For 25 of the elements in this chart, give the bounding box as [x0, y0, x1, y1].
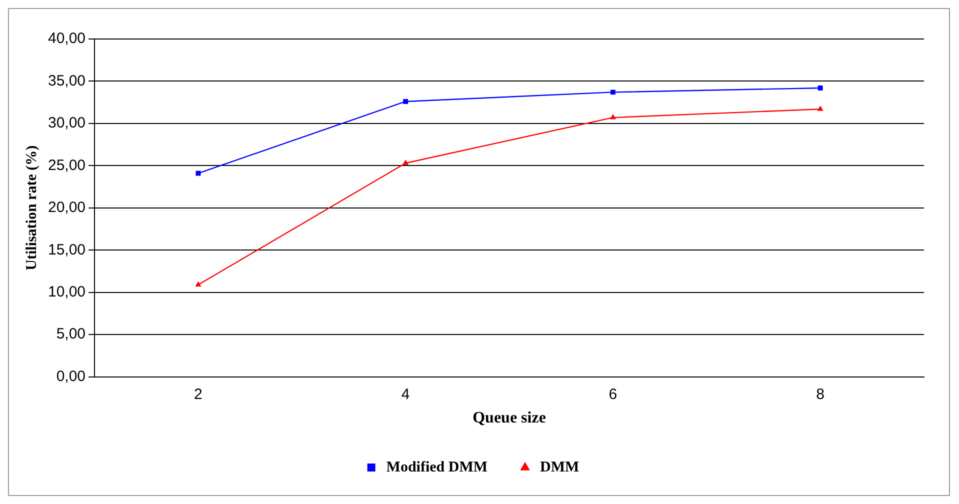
x-tick-label: 6: [608, 386, 618, 403]
y-axis-title: Utilisation rate (%): [24, 145, 40, 270]
legend-label: DMM: [540, 459, 580, 476]
y-tick-label: 10,00: [48, 283, 86, 300]
y-tick-label: 5,00: [56, 326, 86, 343]
point: [818, 86, 823, 90]
point: [817, 106, 824, 111]
y-tick-label: 40,00: [48, 30, 86, 48]
x-tick-label: 4: [401, 386, 410, 403]
y-tick-label: 0,00: [56, 368, 86, 385]
point: [403, 99, 408, 104]
x-axis-title: Queue size: [472, 410, 546, 427]
point: [195, 281, 202, 286]
y-tick-label: 35,00: [48, 72, 86, 90]
point: [402, 160, 409, 165]
x-tick-label: 2: [194, 386, 202, 403]
y-tick-label: 15,00: [48, 241, 86, 258]
legend-label: Modified DMM: [386, 459, 488, 476]
point: [610, 114, 616, 120]
x-tick-label: 8: [816, 386, 824, 403]
point: [196, 170, 201, 176]
point: [610, 90, 616, 95]
y-tick-label: 25,00: [48, 156, 86, 174]
y-tick-label: 30,00: [48, 114, 86, 132]
y-tick-label: 20,00: [48, 199, 86, 216]
